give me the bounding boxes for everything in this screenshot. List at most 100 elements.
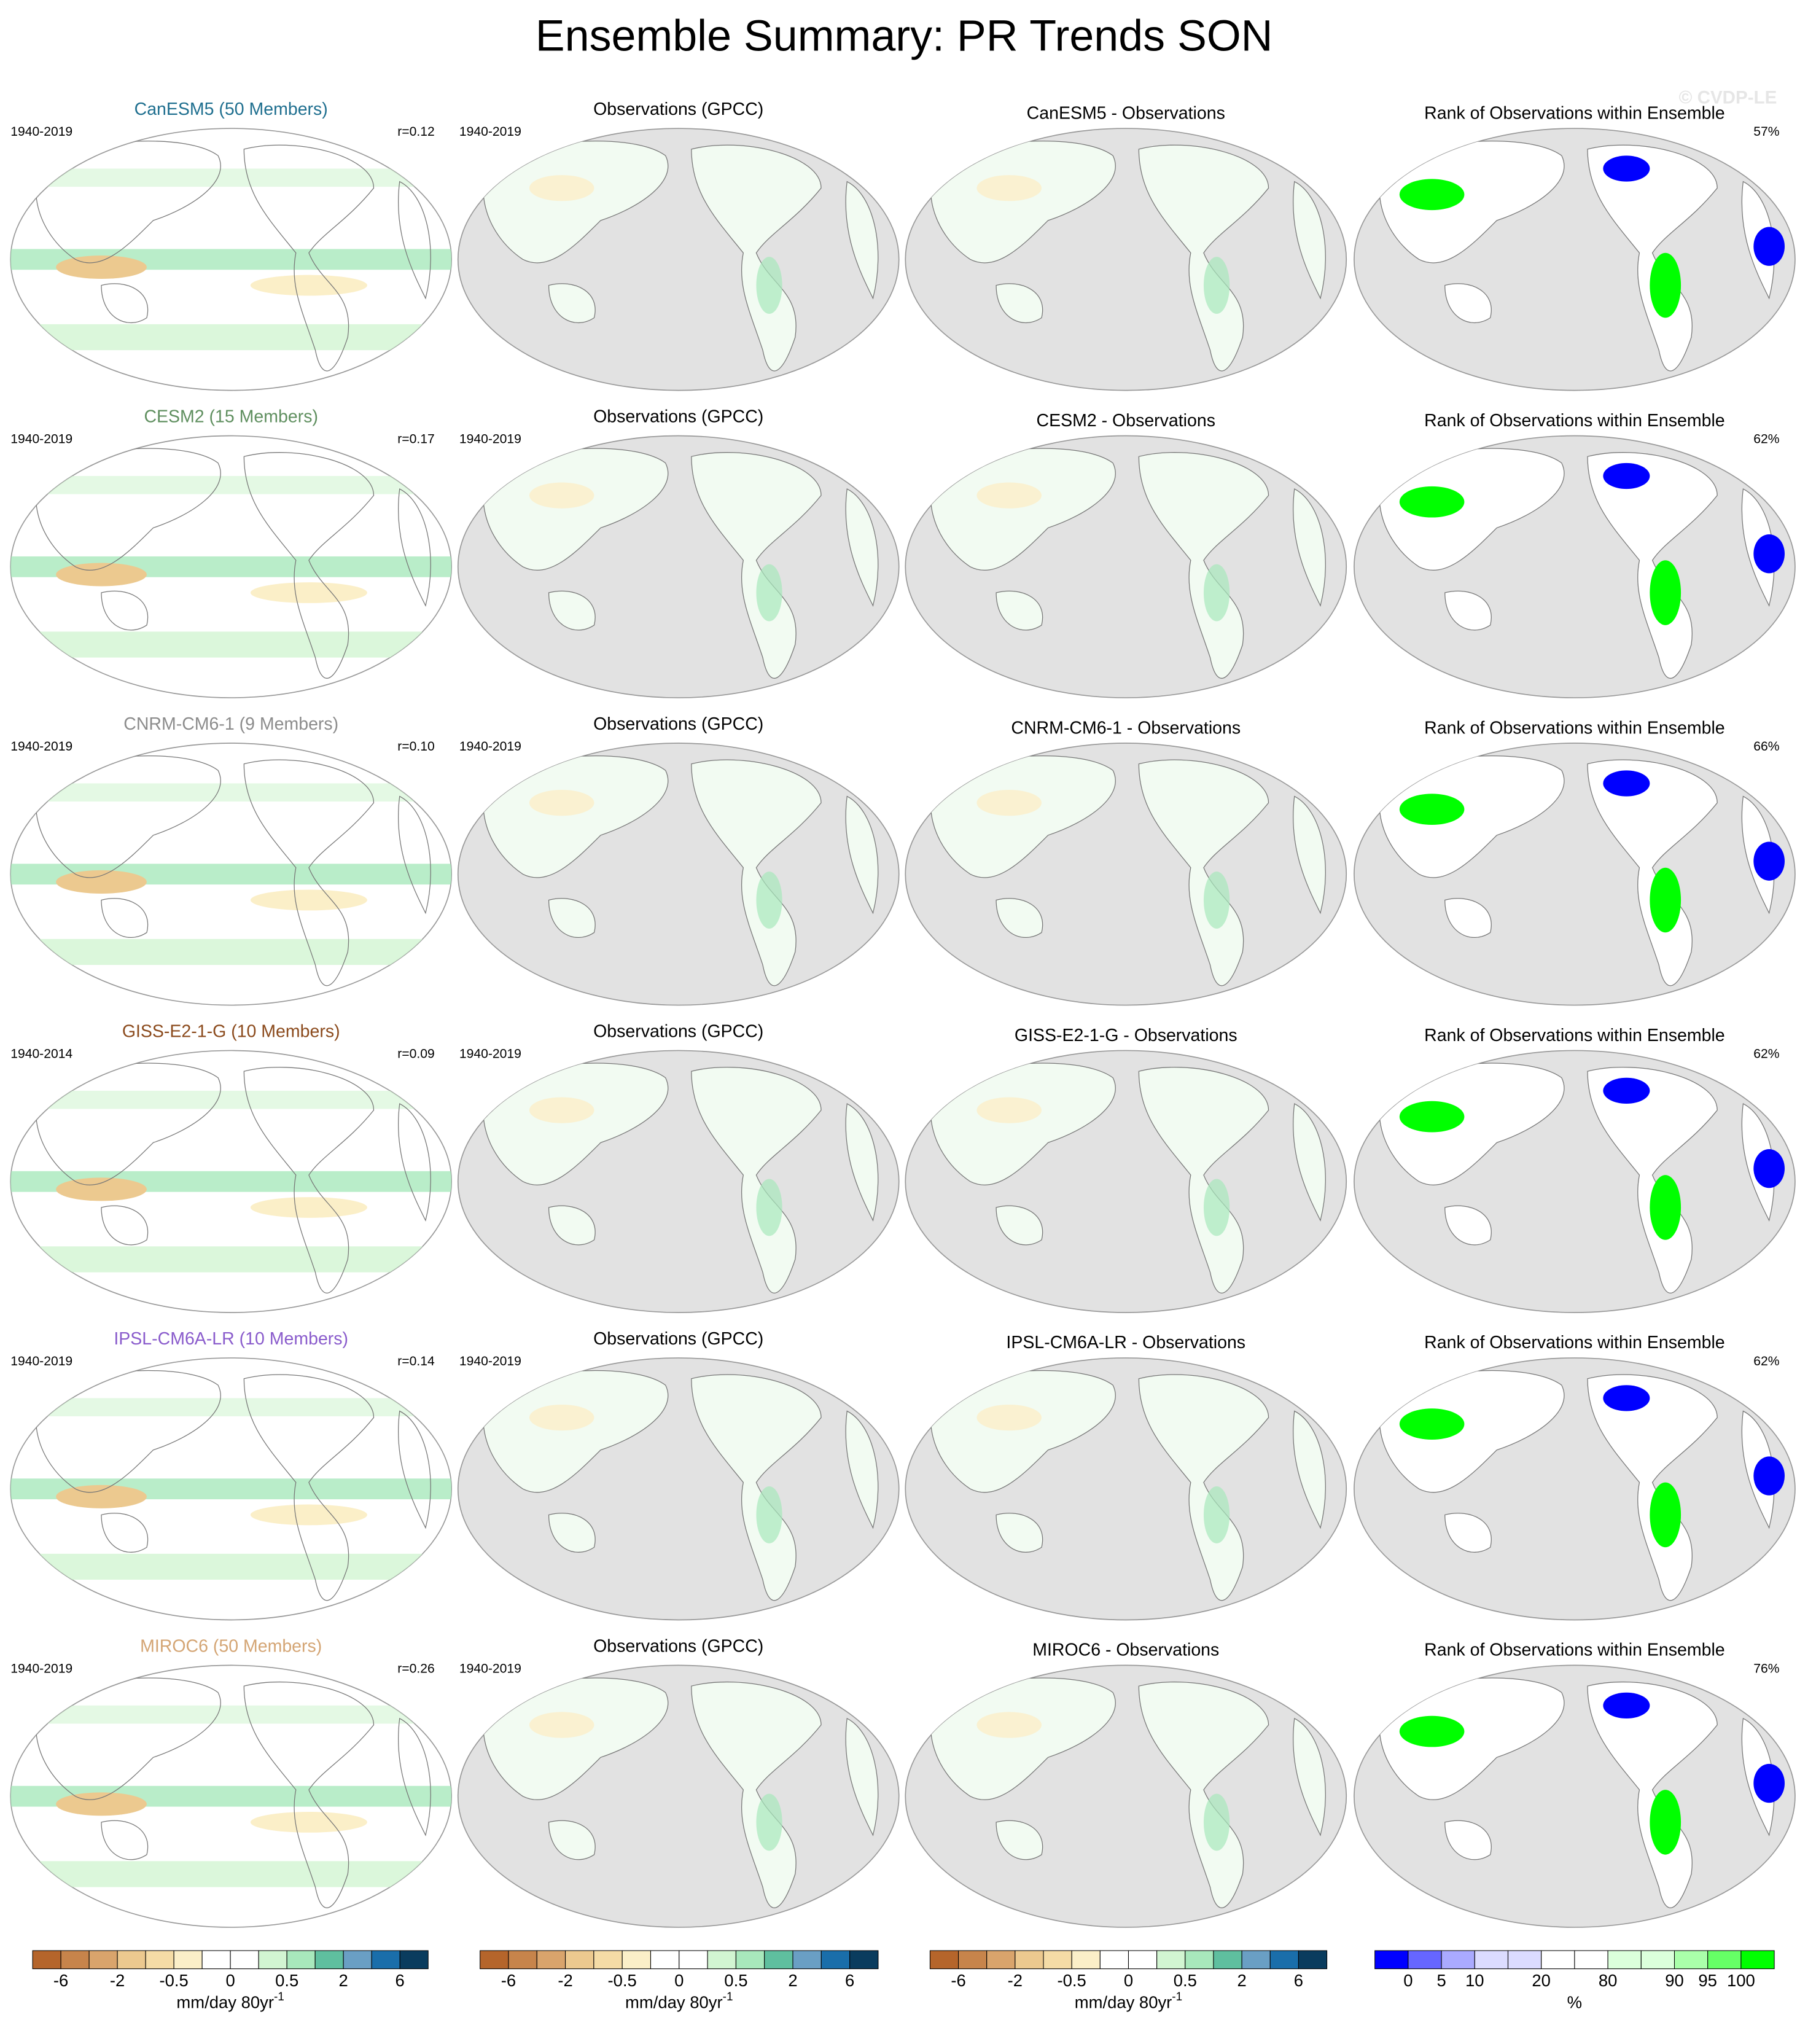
panel-title: GISS-E2-1-G (10 Members) [122,1021,340,1041]
map-content [930,141,1326,372]
continent [483,141,669,263]
continent [691,452,822,679]
continent [1379,1370,1565,1493]
pattern-blob [1203,872,1230,929]
colorbar-box [849,1950,879,1970]
map [457,743,900,1006]
panel-title: Observations (GPCC) [593,1329,763,1349]
pattern-blob [976,1712,1042,1738]
continent [1587,759,1718,986]
continent [1444,1513,1492,1553]
colorbar-box [173,1950,203,1970]
pattern-blob [1650,560,1682,625]
pattern-blob [1753,227,1785,266]
panel-title: Rank of Observations within Ensemble [1424,1640,1724,1660]
continent [243,144,375,372]
pattern-blob [1203,1793,1230,1851]
colorbar-box [1269,1950,1299,1970]
pattern-blob [1603,155,1650,182]
pattern-blob [529,790,594,816]
period-label: 1940-2019 [459,432,521,446]
continent [691,1681,822,1908]
pattern-blob [1399,179,1465,211]
colorbar-box [88,1950,118,1970]
pattern-blob [1603,1692,1650,1718]
continent [845,1410,879,1529]
pattern-blob [756,257,782,314]
colorbar-box [1099,1950,1129,1970]
map-content [10,1370,452,1601]
colorbar-label: 0 [1403,1971,1413,1990]
pattern-blob [529,1097,594,1123]
period-label: 1940-2019 [10,125,72,139]
pattern-band [10,324,452,351]
colorbar-label: -2 [558,1971,572,1990]
colorbar-label: 10 [1465,1971,1484,1990]
unit-superscript: -1 [274,1991,284,2003]
pattern-blob [1753,841,1785,881]
continent [101,898,149,938]
colorbar-label: 2 [788,1971,797,1990]
pattern-band [10,1553,452,1580]
pattern-blob [1603,770,1650,797]
pattern-blob [756,564,782,622]
map-content [1379,755,1785,986]
pattern-band [10,1398,452,1416]
continent [1444,1205,1492,1246]
figure-title: Ensemble Summary: PR Trends SON [536,11,1273,60]
pattern-blob [56,563,147,587]
pattern-blob [1650,252,1682,318]
colorbar-unit: mm/day 80yr-1 [625,1991,733,2012]
continent [397,1410,431,1529]
map [905,128,1347,391]
panel-title: Observations (GPCC) [593,714,763,734]
panel-title: Rank of Observations within Ensemble [1424,103,1724,123]
pattern-correlation: r=0.10 [397,739,434,754]
map [905,743,1347,1006]
map [10,1050,453,1313]
continent [1587,1067,1718,1293]
continent [691,759,822,986]
continent [397,1103,431,1222]
panel-title: Observations (GPCC) [593,407,763,426]
percent-label: 62% [1753,1354,1779,1368]
colorbar-label: 95 [1698,1971,1717,1990]
pattern-blob [56,1177,147,1201]
colorbar-box [1043,1950,1072,1970]
map [457,435,900,698]
pattern-blob [756,1793,782,1851]
pattern-blob [976,1404,1042,1431]
pattern-band [10,1090,452,1109]
pattern-blob [250,889,367,911]
continent [691,1374,822,1601]
colorbar-unit: mm/day 80yr-1 [176,1991,284,2012]
pattern-blob [529,482,594,509]
continent [243,1374,375,1601]
continent [845,1103,879,1222]
pattern-blob [529,1404,594,1431]
map [457,1664,900,1928]
map-content [483,1370,879,1601]
colorbar-label: 20 [1532,1971,1551,1990]
pattern-band [10,475,452,494]
colorbar-box [399,1950,429,1970]
period-label: 1940-2014 [10,1047,72,1061]
pattern-blob [1399,1408,1465,1440]
colorbar-box [650,1950,680,1970]
continent [397,488,431,607]
colorbar-box [343,1950,372,1970]
panel-title: Observations (GPCC) [593,1636,763,1656]
pattern-band [10,1246,452,1273]
colorbar-box [1740,1950,1775,1970]
colorbar-box [536,1950,566,1970]
map [1354,1050,1796,1313]
unit-superscript: -1 [723,1991,733,2003]
percent-label: 66% [1753,739,1779,754]
continent [1138,1067,1269,1293]
continent [243,759,375,986]
continent [1293,795,1326,915]
colorbar-box [707,1950,736,1970]
map-content [10,1677,452,1908]
map [1354,743,1796,1006]
panel-title: MIROC6 (50 Members) [140,1636,322,1656]
